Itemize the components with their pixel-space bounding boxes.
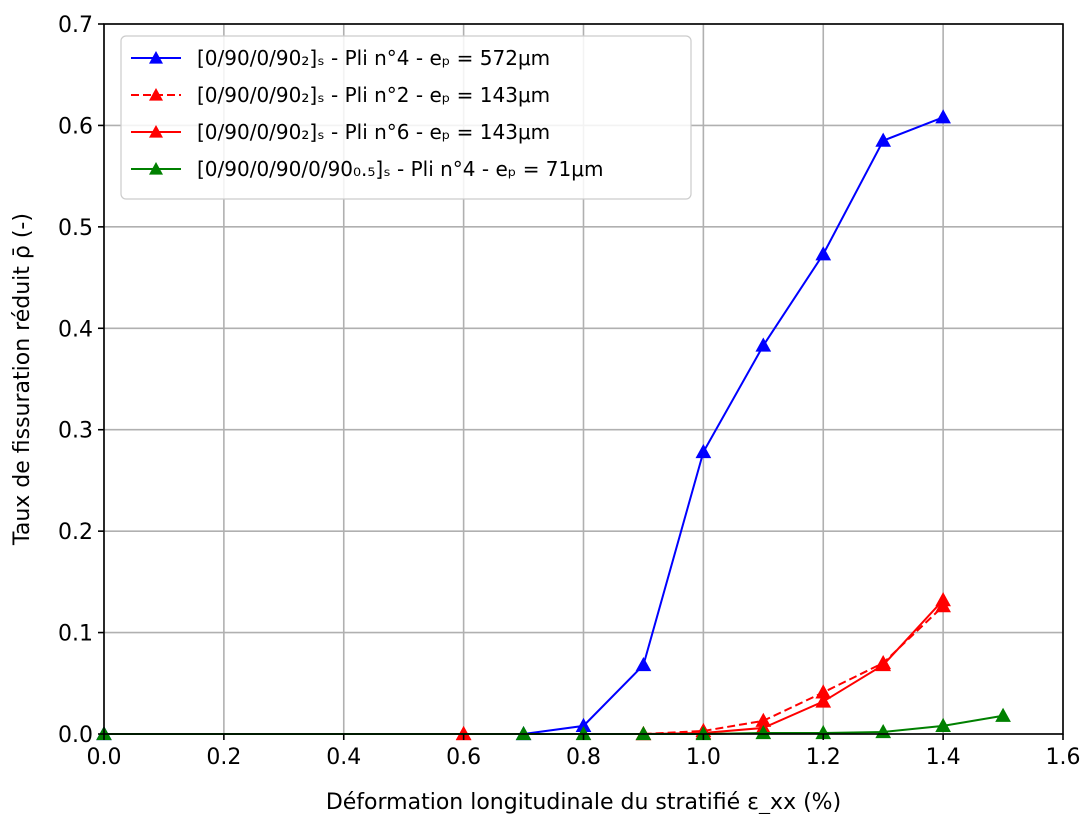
series-1 xyxy=(96,109,951,741)
y-axis-label: Taux de fissuration réduit ρ̄ (-) xyxy=(10,213,35,546)
legend-item: [0/90/0/90/0/90₀.₅]ₛ - Pli n°4 - eₚ = 71… xyxy=(131,157,603,181)
tick-labels: 0.0 0.2 0.4 0.6 0.8 1.0 1.2 1.4 1.6 0.0 0.1 0.2 0.3 0… xyxy=(58,13,1081,770)
x-tick-label: 1.6 xyxy=(1046,745,1081,770)
data-point xyxy=(815,246,832,261)
data-point xyxy=(695,443,712,459)
legend-label: [0/90/0/90₂]ₛ - Pli n°6 - eₚ = 143μm xyxy=(197,120,550,144)
data-point xyxy=(995,707,1011,722)
legend-item: [0/90/0/90₂]ₛ - Pli n°6 - eₚ = 143μm xyxy=(131,120,550,144)
x-tick-label: 0.0 xyxy=(87,745,122,770)
data-point xyxy=(875,132,892,147)
legend-item: [0/90/0/90₂]ₛ - Pli n°2 - eₚ = 143μm xyxy=(131,83,550,107)
axes xyxy=(98,23,1064,740)
data-point xyxy=(935,717,951,732)
series-line xyxy=(104,116,944,735)
data-point xyxy=(635,656,652,672)
data-point xyxy=(755,337,772,352)
data-point xyxy=(875,656,892,672)
legend-label: [0/90/0/90/0/90₀.₅]ₛ - Pli n°4 - eₚ = 71… xyxy=(197,157,603,181)
y-tick-label: 0.6 xyxy=(58,114,93,139)
series-layer xyxy=(96,109,1011,741)
series-line xyxy=(104,714,1004,735)
x-axis-label: Déformation longitudinale du stratifié ε… xyxy=(326,790,841,814)
y-tick-label: 0.4 xyxy=(58,317,93,342)
y-tick-label: 0.1 xyxy=(58,622,93,647)
y-tick-label: 0.5 xyxy=(58,216,93,241)
x-tick-label: 1.0 xyxy=(686,745,721,770)
x-tick-label: 0.8 xyxy=(566,745,601,770)
x-tick-label: 1.4 xyxy=(926,745,961,770)
x-tick-label: 0.6 xyxy=(446,745,481,770)
legend-item: [0/90/0/90₂]ₛ - Pli n°4 - eₚ = 572μm xyxy=(131,46,550,70)
legend-box xyxy=(120,35,692,200)
x-tick-label: 0.4 xyxy=(326,745,361,770)
y-tick-label: 0.3 xyxy=(58,419,93,444)
series-4 xyxy=(96,707,1011,741)
legend-marker xyxy=(149,51,163,64)
x-tick-label: 1.2 xyxy=(806,745,841,770)
y-tick-label: 0.0 xyxy=(58,723,93,748)
legend-marker xyxy=(149,125,163,138)
legend: [0/90/0/90₂]ₛ - Pli n°4 - eₚ = 572μm [0/9… xyxy=(120,35,692,200)
data-point xyxy=(815,693,832,708)
x-tick-label: 0.2 xyxy=(206,745,241,770)
legend-marker xyxy=(149,162,163,175)
y-tick-label: 0.2 xyxy=(58,520,93,545)
legend-label: [0/90/0/90₂]ₛ - Pli n°2 - eₚ = 143μm xyxy=(197,83,550,107)
y-tick-label: 0.7 xyxy=(58,13,93,38)
legend-marker xyxy=(149,88,163,101)
data-point xyxy=(935,592,951,607)
data-point xyxy=(935,109,951,124)
data-point xyxy=(755,724,772,740)
legend-label: [0/90/0/90₂]ₛ - Pli n°4 - eₚ = 572μm xyxy=(197,46,550,70)
